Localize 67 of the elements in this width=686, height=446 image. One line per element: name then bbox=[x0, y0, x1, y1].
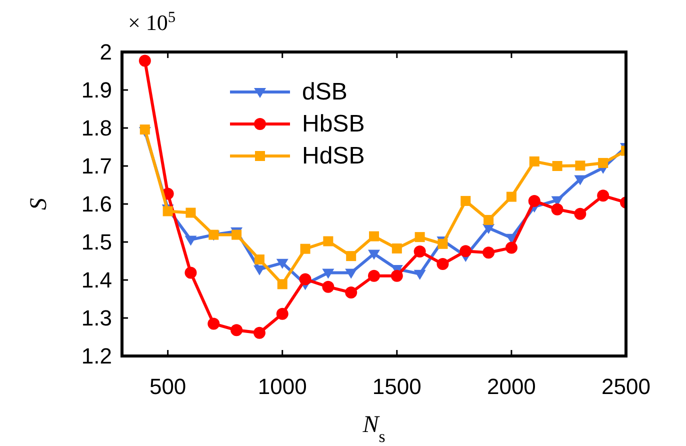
y-tick-label: 2 bbox=[100, 40, 112, 64]
point bbox=[438, 238, 448, 249]
point bbox=[552, 161, 562, 171]
point bbox=[436, 258, 449, 270]
point bbox=[230, 324, 243, 336]
point bbox=[506, 192, 516, 202]
point bbox=[276, 308, 288, 320]
legend-label: dSB bbox=[302, 78, 348, 106]
point bbox=[460, 245, 472, 258]
point bbox=[551, 203, 564, 216]
point bbox=[597, 190, 610, 202]
point bbox=[414, 232, 425, 242]
point bbox=[186, 208, 196, 218]
point bbox=[368, 270, 380, 282]
y-tick-label: 1.8 bbox=[81, 116, 112, 140]
point bbox=[299, 273, 312, 286]
y-tick-label: 1.2 bbox=[81, 344, 112, 368]
x-tick-label: 1500 bbox=[372, 374, 422, 399]
point bbox=[574, 175, 586, 186]
y-axis-title: S bbox=[26, 198, 52, 210]
point bbox=[414, 246, 426, 258]
point bbox=[368, 250, 380, 260]
y-tick-label: 1.6 bbox=[81, 192, 112, 216]
point bbox=[484, 214, 494, 225]
point bbox=[505, 242, 518, 254]
point bbox=[208, 318, 220, 330]
point bbox=[277, 279, 288, 290]
point bbox=[460, 196, 471, 206]
point bbox=[482, 246, 495, 259]
x-tick-label: 2500 bbox=[602, 374, 650, 399]
legend-label: HbSB bbox=[302, 110, 365, 138]
point bbox=[390, 270, 403, 282]
point bbox=[184, 236, 197, 246]
point bbox=[528, 194, 540, 207]
x-tick-label: 500 bbox=[149, 374, 186, 399]
point bbox=[300, 244, 310, 254]
point bbox=[392, 243, 402, 254]
point bbox=[414, 270, 426, 280]
point bbox=[138, 54, 151, 67]
y-tick-label: 1.4 bbox=[81, 268, 112, 292]
y-tick-label: 1.7 bbox=[81, 154, 112, 178]
point bbox=[322, 268, 334, 279]
x-tick-label: 1000 bbox=[258, 374, 307, 399]
y-tick-label: 1.3 bbox=[81, 306, 112, 330]
point bbox=[345, 286, 358, 299]
y-tick-label: 1.9 bbox=[81, 78, 112, 102]
point bbox=[598, 158, 608, 168]
point bbox=[346, 251, 356, 262]
legend-label: HdSB bbox=[302, 142, 365, 170]
point bbox=[323, 236, 334, 246]
point bbox=[369, 231, 379, 242]
point bbox=[529, 156, 540, 166]
x-axis-title: N$_{s}$ bbox=[362, 412, 386, 446]
point bbox=[253, 265, 266, 276]
point bbox=[253, 326, 266, 339]
point bbox=[322, 280, 334, 293]
x-tick-label: 2000 bbox=[486, 374, 536, 399]
point bbox=[574, 208, 586, 220]
point bbox=[140, 124, 150, 135]
point bbox=[276, 258, 288, 269]
point bbox=[254, 254, 264, 264]
text: × 10$^{5}$ bbox=[128, 8, 176, 35]
point bbox=[345, 268, 358, 279]
y-tick-label: 1.5 bbox=[81, 230, 112, 254]
point bbox=[232, 230, 242, 240]
point bbox=[184, 266, 197, 279]
point bbox=[575, 160, 586, 171]
